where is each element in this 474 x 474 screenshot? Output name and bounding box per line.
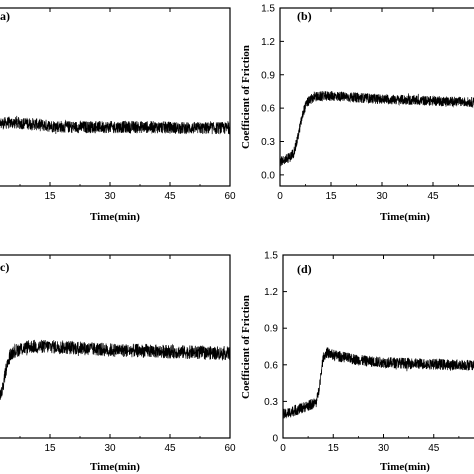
x-tick-label: 15	[44, 191, 56, 202]
x-tick-label: 45	[164, 191, 176, 202]
panel-b: 0 15 30 45 0.0 0.3 0.6 0.9 1.2 1.5 (b) Time(min) Coe…	[240, 4, 474, 223]
y-tick-label: 0.6	[261, 104, 275, 115]
panel-d: 0 15 30 45 0 0.3 0.6 0.9 1.2 1.5 (d) Time(min) Coeff…	[240, 251, 474, 473]
plot-frame	[0, 7, 231, 187]
x-axis-label: Time(min)	[380, 211, 430, 223]
cof-trace	[0, 339, 231, 400]
y-tick-label: 1.5	[261, 4, 275, 15]
panel-label: (a)	[0, 9, 10, 23]
y-tick-label: 0.0	[261, 170, 275, 181]
y-tick-label: 1.5	[264, 251, 278, 262]
x-axis-label: Time(min)	[90, 211, 140, 223]
x-tick-label: 30	[376, 191, 388, 202]
y-tick-label: 0.3	[264, 397, 278, 408]
y-tick-label: 0.6	[264, 360, 278, 371]
x-tick-label: 60	[224, 443, 236, 454]
y-axis-label: Coefficient of Friction	[240, 295, 252, 399]
x-tick-label: 45	[164, 443, 176, 454]
cof-trace	[282, 347, 474, 419]
panel-label: (d)	[297, 262, 312, 276]
y-tick-label: 0	[272, 434, 278, 445]
panel-label: (c)	[0, 260, 9, 274]
panel-label: (b)	[297, 9, 312, 23]
y-axis-label: Coefficient of Friction	[240, 45, 252, 149]
x-tick-label: 30	[104, 191, 116, 202]
plot-frame	[282, 254, 474, 439]
x-tick-label: 30	[104, 443, 116, 454]
panel-c: 15 30 45 60 (c) Time(min)	[0, 254, 236, 473]
x-tick-label: 15	[328, 443, 340, 454]
y-tick-label: 0.3	[261, 137, 275, 148]
y-tick-label: 1.2	[264, 287, 278, 298]
cof-trace	[0, 115, 231, 135]
y-tick-label: 0.9	[264, 324, 278, 335]
x-tick-label: 60	[224, 191, 236, 202]
x-tick-label: 30	[378, 443, 390, 454]
x-tick-label: 45	[427, 191, 439, 202]
x-tick-label: 15	[44, 443, 56, 454]
y-tick-label: 0.9	[261, 70, 275, 81]
x-tick-label: 0	[280, 443, 286, 454]
panel-a: 15 30 45 60 (a) Time(min)	[0, 7, 236, 223]
x-tick-label: 15	[325, 191, 337, 202]
y-tick-label: 1.2	[261, 37, 275, 48]
x-axis-label: Time(min)	[380, 461, 430, 473]
x-axis-label: Time(min)	[90, 461, 140, 473]
x-tick-label: 0	[277, 191, 283, 202]
x-tick-label: 45	[428, 443, 440, 454]
cof-trace	[279, 90, 474, 167]
